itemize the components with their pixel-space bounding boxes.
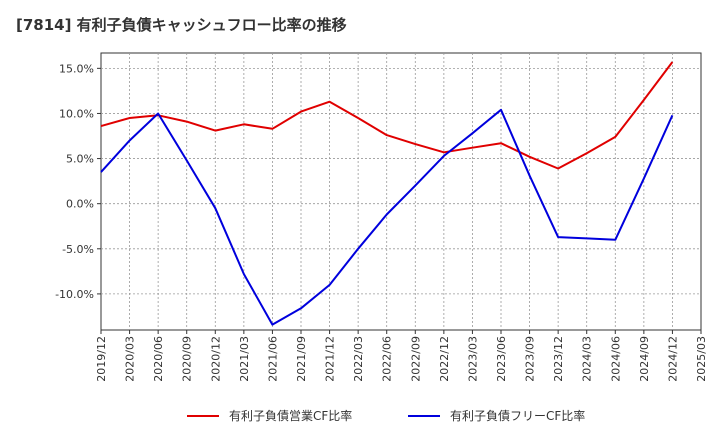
- series-lines: [100, 61, 674, 326]
- x-tick-label: 2021/09: [295, 336, 308, 382]
- legend: 有利子負債営業CF比率 有利子負債フリーCF比率: [187, 408, 585, 423]
- x-tick-label: 2020/09: [181, 336, 194, 382]
- x-tick-label: 2021/12: [324, 336, 337, 382]
- x-tick-label: 2022/06: [381, 336, 394, 382]
- y-tick-label: 0.0%: [66, 198, 94, 211]
- x-tick-label: 2023/09: [524, 336, 537, 382]
- x-tick-label: 2024/12: [666, 336, 679, 382]
- y-tick-label: -5.0%: [62, 243, 94, 256]
- grid: [101, 53, 701, 330]
- x-tick-label: 2024/06: [609, 336, 622, 382]
- x-tick-label: 2023/12: [552, 336, 565, 382]
- x-tick-label: 2022/09: [409, 336, 422, 382]
- plot-area: [100, 52, 702, 331]
- x-tick-label: 2020/12: [209, 336, 222, 382]
- x-tick-label: 2020/03: [124, 336, 137, 382]
- x-tick-label: 2021/03: [238, 336, 251, 382]
- x-tick-label: 2025/03: [695, 336, 708, 382]
- x-tick-label: 2024/09: [638, 336, 651, 382]
- x-tick-label: 2021/06: [266, 336, 279, 382]
- y-tick-label: 15.0%: [59, 62, 94, 75]
- legend-label: 有利子負債営業CF比率: [229, 408, 352, 423]
- x-tick-label: 2022/12: [438, 336, 451, 382]
- series-line-free-cf: [100, 108, 674, 326]
- series-line-operating-cf: [100, 61, 674, 170]
- x-tick-label: 2022/03: [352, 336, 365, 382]
- plot-frame: [100, 52, 702, 331]
- x-tick-label: 2023/06: [495, 336, 508, 382]
- x-tick-label: 2019/12: [95, 336, 108, 382]
- y-axis: 15.0% 10.0% 5.0% 0.0% -5.0% -10.0%: [55, 62, 101, 301]
- y-tick-label: 10.0%: [59, 107, 94, 120]
- x-tick-label: 2020/06: [152, 336, 165, 382]
- x-tick-label: 2024/03: [581, 336, 594, 382]
- x-axis: 2019/12 2020/03 2020/06 2020/09 2020/12 2021/…: [95, 330, 708, 382]
- y-tick-label: 5.0%: [66, 153, 94, 166]
- y-tick-label: -10.0%: [55, 288, 94, 301]
- chart-title: [7814] 有利子負債キャッシュフロー比率の推移: [16, 16, 347, 34]
- legend-label: 有利子負債フリーCF比率: [450, 408, 585, 423]
- x-tick-label: 2023/03: [466, 336, 479, 382]
